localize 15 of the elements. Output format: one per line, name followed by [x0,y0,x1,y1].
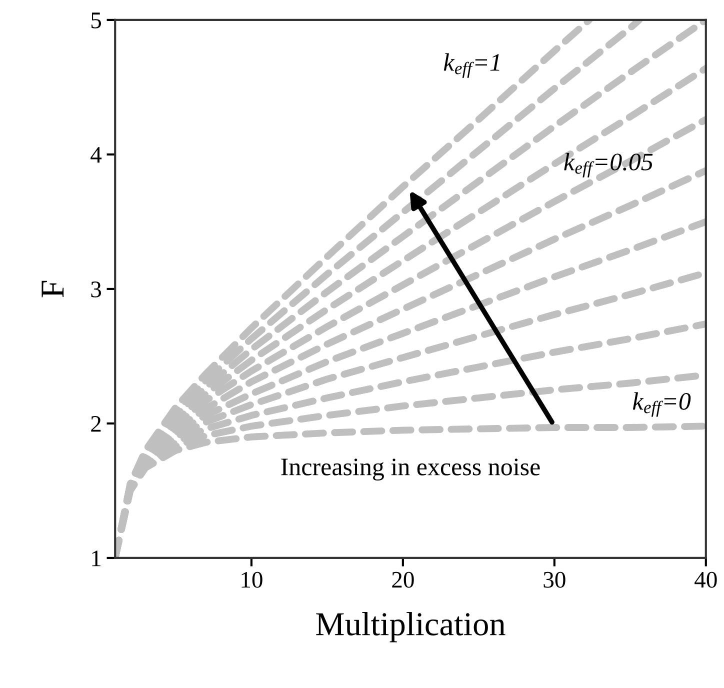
annotation: Increasing in excess noise [281,458,540,481]
annotation: k$_{eff}$=0 [632,392,691,417]
x-tick-label: 40 [694,572,717,588]
x-tick-label: 20 [392,572,414,588]
annotation: k$_{eff}$=1 [444,53,500,78]
y-tick-label: 3 [91,282,101,298]
y-tick-label: 4 [90,147,102,163]
x-tick-label: 10 [242,572,262,588]
y-tick-label: 1 [92,550,101,566]
y-axis-title: F [42,280,64,298]
x-axis-title: Multiplication [316,612,506,642]
annotation: k$_{eff}$=0.05 [564,152,653,178]
y-tick-label: 5 [91,12,101,28]
y-tick-label: 2 [91,416,101,432]
x-tick-label: 30 [544,572,566,588]
